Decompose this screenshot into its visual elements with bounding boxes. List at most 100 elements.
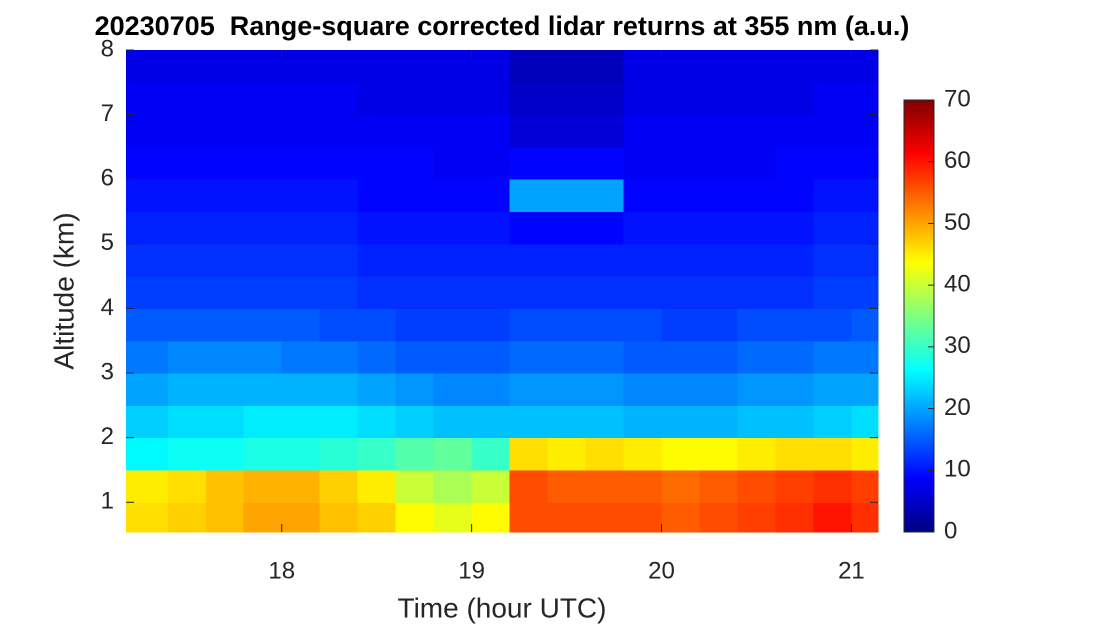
- heatmap-cell: [395, 340, 435, 374]
- heatmap-cell: [775, 340, 814, 374]
- heatmap-cell: [813, 373, 852, 406]
- heatmap-cell: [547, 243, 587, 277]
- colorbar-tick-label: 20: [944, 394, 971, 421]
- heatmap-cell: [395, 50, 435, 83]
- heatmap-cell: [126, 243, 169, 277]
- heatmap-cell: [167, 405, 207, 439]
- heatmap-cell: [281, 405, 321, 439]
- heatmap-cell: [471, 437, 511, 471]
- heatmap-cell: [471, 276, 511, 309]
- y-tick-label: 6: [101, 165, 114, 192]
- heatmap-cell: [126, 405, 169, 439]
- heatmap-cell: [775, 114, 814, 148]
- heatmap-cell: [205, 502, 245, 533]
- heatmap-cell: [205, 276, 245, 309]
- heatmap-cell: [623, 243, 663, 277]
- heatmap-cell: [357, 50, 397, 83]
- heatmap-cell: [433, 405, 473, 439]
- heatmap-cell: [167, 373, 207, 406]
- heatmap-cell: [205, 437, 245, 471]
- chart-title: 20230705 Range-square corrected lidar re…: [95, 11, 910, 41]
- heatmap-cell: [126, 114, 169, 148]
- heatmap-cell: [509, 146, 549, 180]
- heatmap-cell: [433, 179, 473, 213]
- heatmap-cell: [737, 146, 776, 180]
- y-tick-label: 1: [101, 488, 114, 515]
- heatmap-cell: [243, 469, 283, 503]
- heatmap-cell: [623, 82, 663, 116]
- heatmap-cell: [281, 373, 321, 406]
- heatmap-cell: [699, 276, 738, 309]
- heatmap-cell: [851, 340, 879, 374]
- heatmap-cell: [509, 243, 549, 277]
- heatmap-cell: [737, 114, 776, 148]
- heatmap-cell: [623, 50, 663, 83]
- heatmap-cell: [319, 146, 359, 180]
- heatmap-cell: [395, 437, 435, 471]
- heatmap-cell: [243, 211, 283, 245]
- heatmap-cell: [471, 469, 511, 503]
- heatmap-cell: [851, 114, 879, 148]
- heatmap-cell: [813, 308, 852, 342]
- heatmap-cell: [699, 502, 738, 533]
- heatmap-cell: [585, 82, 625, 116]
- heatmap-cell: [547, 340, 587, 374]
- heatmap-cell: [243, 50, 283, 83]
- heatmap-cell: [813, 437, 852, 471]
- heatmap-cell: [585, 469, 625, 503]
- heatmap-cell: [357, 146, 397, 180]
- heatmap-cell: [471, 211, 511, 245]
- heatmap-cell: [509, 308, 549, 342]
- heatmap-cell: [699, 179, 738, 213]
- y-tick-label: 5: [101, 229, 114, 256]
- heatmap-cell: [357, 114, 397, 148]
- heatmap-cell: [813, 211, 852, 245]
- y-tick-label: 3: [101, 358, 114, 385]
- heatmap-cell: [281, 146, 321, 180]
- heatmap-cell: [281, 437, 321, 471]
- heatmap-cell: [851, 243, 879, 277]
- heatmap-cell: [471, 405, 511, 439]
- heatmap-cell: [547, 373, 587, 406]
- heatmap-cell: [509, 437, 549, 471]
- heatmap-cell: [623, 373, 663, 406]
- heatmap-cell: [547, 502, 587, 533]
- heatmap-cell: [243, 114, 283, 148]
- heatmap-cell: [126, 502, 169, 533]
- heatmap-cell: [851, 50, 879, 83]
- heatmap-cell: [661, 405, 700, 439]
- heatmap-cell: [813, 179, 852, 213]
- heatmap-cell: [395, 469, 435, 503]
- heatmap-cell: [126, 373, 169, 406]
- heatmap-cell: [851, 146, 879, 180]
- heatmap-cell: [661, 211, 700, 245]
- heatmap-cell: [737, 405, 776, 439]
- heatmap-cell: [433, 502, 473, 533]
- heatmap-cell: [395, 276, 435, 309]
- heatmap-cell: [167, 50, 207, 83]
- heatmap-cell: [395, 243, 435, 277]
- heatmap-cell: [395, 373, 435, 406]
- heatmap-cell: [585, 308, 625, 342]
- heatmap-cell: [699, 340, 738, 374]
- heatmap-cell: [661, 340, 700, 374]
- heatmap-cell: [547, 50, 587, 83]
- heatmap-cell: [167, 308, 207, 342]
- heatmap-cell: [395, 405, 435, 439]
- heatmap-cell: [357, 308, 397, 342]
- heatmap-cell: [623, 469, 663, 503]
- heatmap: [126, 50, 879, 533]
- heatmap-cell: [433, 437, 473, 471]
- heatmap-cell: [205, 308, 245, 342]
- heatmap-cell: [167, 340, 207, 374]
- heatmap-cell: [585, 179, 625, 213]
- heatmap-cell: [547, 276, 587, 309]
- heatmap-cell: [585, 340, 625, 374]
- heatmap-cell: [851, 179, 879, 213]
- heatmap-cell: [433, 114, 473, 148]
- heatmap-cell: [243, 276, 283, 309]
- heatmap-cell: [395, 82, 435, 116]
- heatmap-cell: [623, 211, 663, 245]
- heatmap-cell: [585, 373, 625, 406]
